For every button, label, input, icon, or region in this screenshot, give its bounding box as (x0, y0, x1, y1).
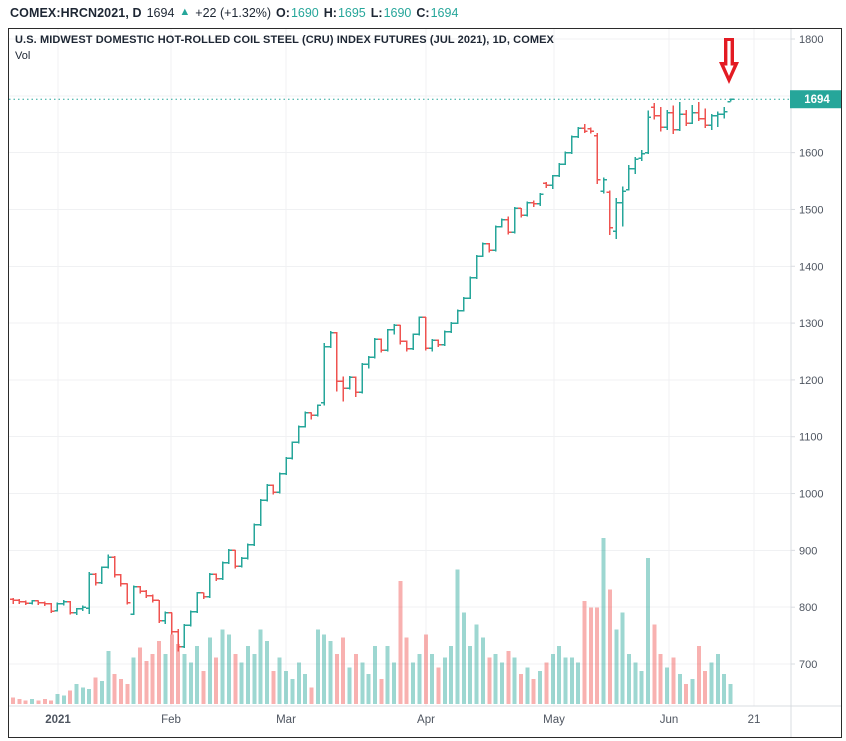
svg-text:700: 700 (799, 659, 817, 671)
chart-panel: U.S. MIDWEST DOMESTIC HOT-ROLLED COIL ST… (8, 28, 842, 738)
svg-text:1694: 1694 (804, 94, 830, 106)
svg-text:1400: 1400 (799, 261, 823, 273)
symbol-interval[interactable]: COMEX:HRCN2021, D (10, 6, 142, 20)
svg-text:1000: 1000 (799, 489, 823, 501)
low-value: 1690 (383, 6, 412, 20)
price-chart-canvas[interactable]: 1800 1600 1500 1400 1300 1200 1100 1000 900 800 70… (9, 29, 841, 737)
svg-text:1300: 1300 (799, 318, 823, 330)
ohlc-bars (9, 98, 734, 652)
open-value: 1690 (290, 6, 319, 20)
svg-text:1800: 1800 (799, 34, 823, 46)
up-triangle-icon: ▲ (179, 6, 191, 18)
last-price-badge: 1694 (790, 90, 841, 109)
red-arrow-annotation[interactable] (719, 38, 739, 84)
close-value: 1694 (430, 6, 459, 20)
svg-text:1600: 1600 (799, 148, 823, 160)
last-price: 1694 (146, 6, 175, 20)
axes (9, 29, 841, 737)
time-scale[interactable]: 2021 Feb Mar Apr May Jun 21 (45, 714, 760, 726)
quote-bar: COMEX:HRCN2021, D 1694 ▲ +22 (+1.32%) O:… (10, 3, 458, 23)
volume-bars (11, 538, 733, 704)
svg-text:1500: 1500 (799, 204, 823, 216)
svg-text:2021: 2021 (45, 714, 71, 726)
price-scale[interactable]: 1800 1600 1500 1400 1300 1200 1100 1000 900 800 70… (791, 34, 823, 671)
svg-text:Feb: Feb (161, 714, 181, 726)
open-label: O: (276, 6, 290, 20)
svg-text:800: 800 (799, 602, 817, 614)
close-label: C: (416, 6, 430, 20)
svg-text:1200: 1200 (799, 375, 823, 387)
price-change: +22 (+1.32%) (195, 6, 272, 20)
svg-text:Apr: Apr (417, 714, 435, 726)
svg-text:May: May (543, 714, 565, 726)
high-label: H: (323, 6, 337, 20)
svg-text:Jun: Jun (660, 714, 679, 726)
svg-text:900: 900 (799, 545, 817, 557)
low-label: L: (370, 6, 383, 20)
gridlines (9, 29, 791, 706)
svg-text:Mar: Mar (276, 714, 296, 726)
svg-text:21: 21 (748, 714, 761, 726)
high-value: 1695 (337, 6, 366, 20)
svg-text:1100: 1100 (799, 432, 823, 444)
